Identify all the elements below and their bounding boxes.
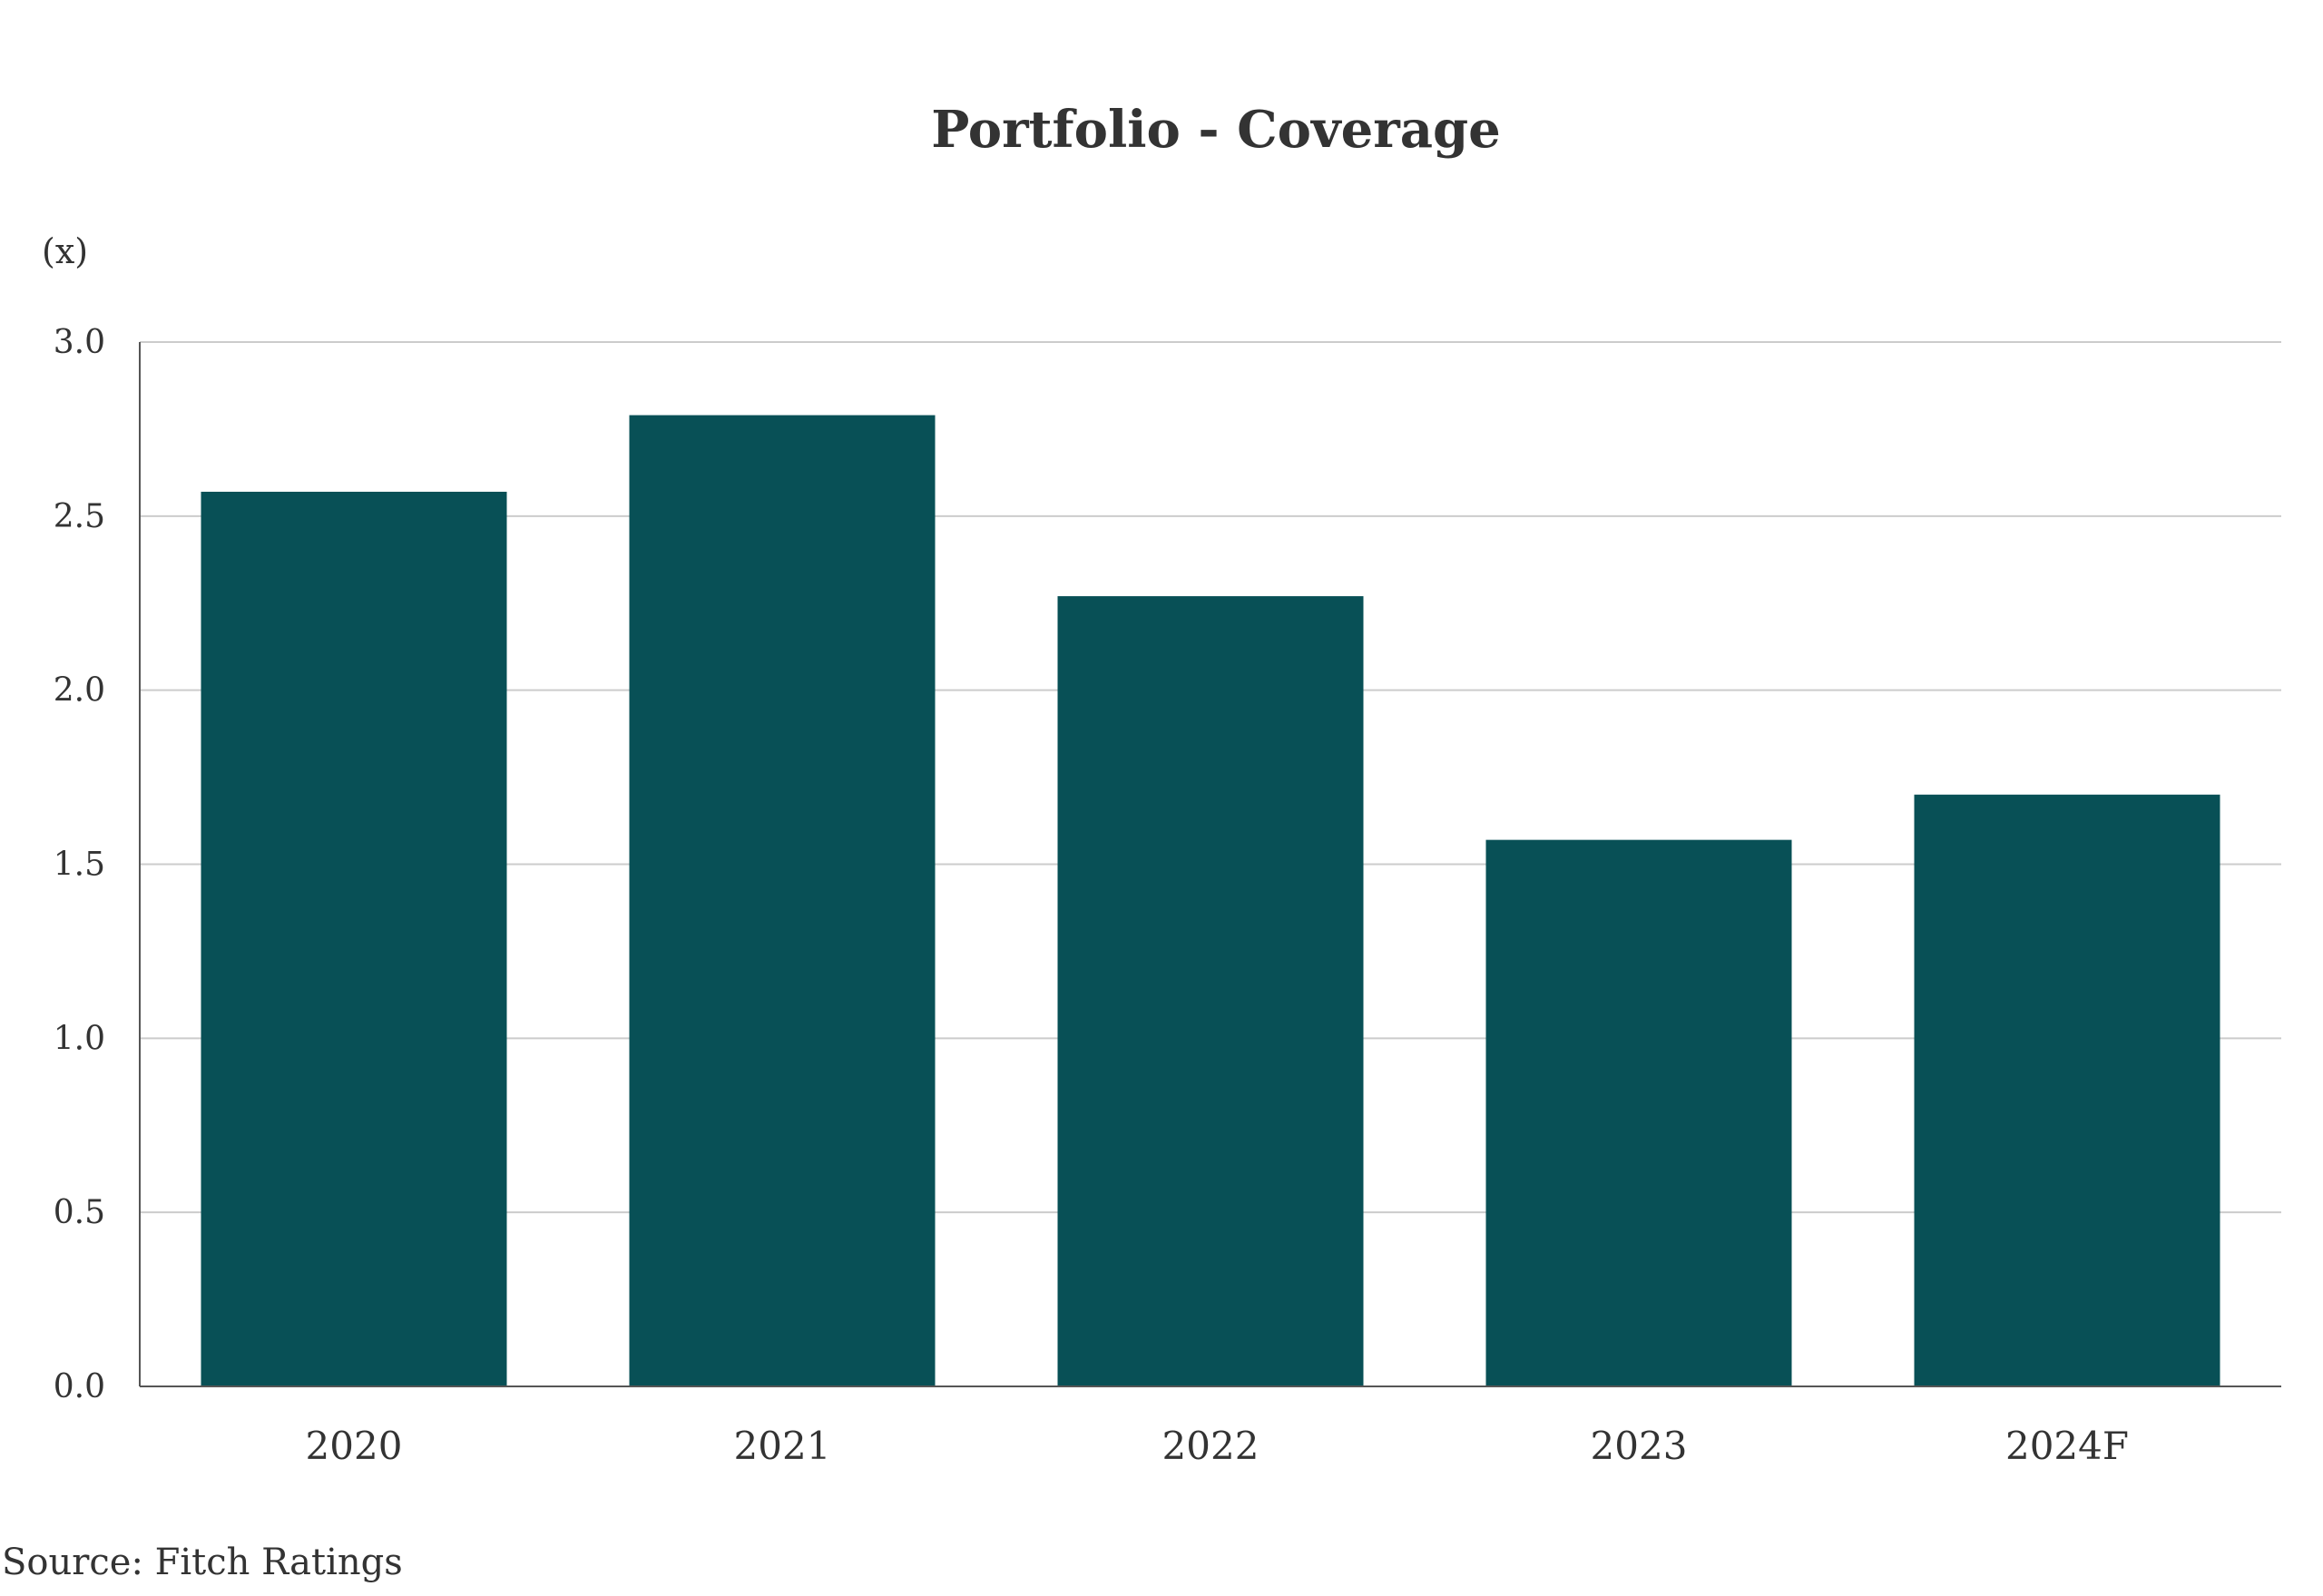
source-note: Source: Fitch Ratings [2, 1542, 403, 1583]
x-tick-label: 2021 [734, 1424, 831, 1468]
x-tick-label: 2024F [2005, 1424, 2129, 1468]
y-tick-label: 3.0 [54, 324, 105, 361]
y-tick-label: 0.5 [54, 1194, 105, 1231]
y-tick-label: 1.5 [54, 847, 105, 884]
y-axis-unit-label: (x) [42, 231, 88, 271]
bar-2024F [1914, 794, 2220, 1386]
y-tick-label: 1.0 [54, 1020, 105, 1057]
bar-2022 [1057, 596, 1364, 1386]
y-tick-label: 0.0 [54, 1368, 105, 1405]
y-tick-label: 2.0 [54, 672, 105, 710]
x-tick-label: 2022 [1162, 1424, 1260, 1468]
bar-2020 [201, 491, 507, 1386]
bar-2023 [1485, 839, 1792, 1386]
y-tick-label: 2.5 [54, 498, 105, 535]
x-tick-label: 2020 [306, 1424, 403, 1468]
bar-2021 [629, 415, 936, 1386]
x-tick-label: 2023 [1591, 1424, 1688, 1468]
chart-title: Portfolio - Coverage [931, 100, 1501, 160]
